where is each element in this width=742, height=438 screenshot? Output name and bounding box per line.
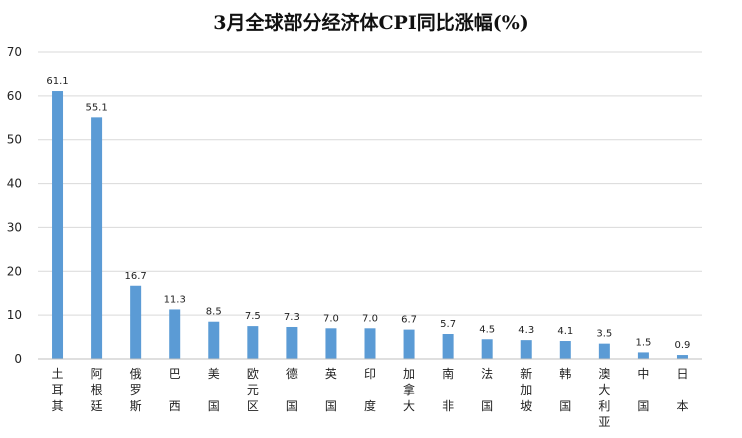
data-label: 61.1 [46,76,68,87]
bars [52,91,688,360]
y-tick-label: 20 [7,264,22,278]
bar [676,355,688,359]
y-tick-label: 40 [7,177,22,191]
chart-title: 3月全球部分经济体CPI同比涨幅(%) [213,11,529,34]
data-label: 7.0 [362,313,378,324]
data-label: 1.5 [635,337,651,348]
category-label: 加拿大 [403,367,415,413]
data-label: 0.9 [675,340,691,351]
data-label: 7.0 [323,313,339,324]
bar [442,334,454,359]
y-tick-label: 60 [7,89,22,103]
bar [598,343,610,359]
data-label: 7.3 [284,312,300,323]
category-label: 法国 [481,367,493,413]
category-label: 欧元区 [247,367,259,413]
bar [403,329,415,359]
y-axis-ticks: 0 10 20 30 40 50 60 70 [7,45,22,366]
data-label: 3.5 [596,329,612,340]
category-label: 南非 [442,366,454,413]
category-label: 美国 [208,367,220,413]
bar [91,117,103,360]
bar [520,340,532,359]
data-label: 8.5 [206,307,222,318]
bar [169,309,181,359]
bar [364,328,376,359]
data-label: 4.3 [518,325,534,336]
y-tick-label: 70 [7,45,22,59]
category-label: 韩国 [559,366,571,413]
category-label: 英国 [325,367,337,413]
bar [208,321,220,359]
bar [52,91,64,359]
data-labels: 61.1 55.1 16.7 11.3 8.5 7.5 7.3 7.0 7.0 6.7 5.7 4.5… [46,76,690,351]
bar [325,328,337,359]
bar [559,341,571,359]
data-label: 55.1 [85,102,107,113]
category-label: 德国 [286,366,298,413]
bar [637,352,649,359]
category-label: 巴西 [169,367,181,413]
data-label: 6.7 [401,315,417,326]
y-tick-label: 10 [7,308,22,322]
bar [247,326,259,359]
category-label: 澳大利亚 [598,367,610,429]
gridlines [38,51,702,316]
bar [481,339,493,359]
y-tick-label: 30 [7,220,22,234]
data-label: 16.7 [125,271,147,282]
data-label: 11.3 [164,294,186,305]
category-label: 日本 [676,367,688,413]
data-label: 4.1 [557,326,573,337]
category-label: 印度 [364,367,376,413]
category-label: 阿根廷 [91,367,103,413]
category-label: 土耳其 [52,367,64,413]
category-label: 俄罗斯 [130,367,142,413]
data-label: 4.5 [479,324,495,335]
y-tick-label: 0 [14,352,22,366]
data-label: 7.5 [245,311,261,322]
category-label: 新加坡 [520,366,532,413]
bar [286,326,298,359]
category-label: 中国 [637,366,649,413]
y-tick-label: 50 [7,133,22,147]
data-label: 5.7 [440,319,456,330]
bar [130,285,142,359]
